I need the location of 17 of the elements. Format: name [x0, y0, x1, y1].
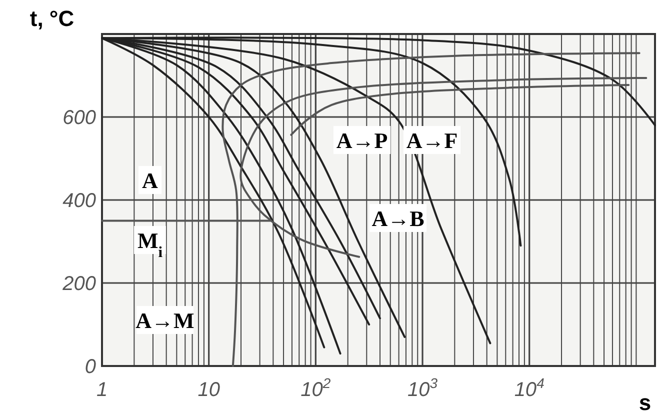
x-tick-label: 10$^{2}$ — [300, 375, 331, 401]
y-tick-label: 400 — [62, 190, 96, 212]
y-axis-title: t, °C — [30, 6, 74, 31]
annotation: A→P — [336, 128, 388, 153]
annotation: A→M — [136, 308, 195, 333]
x-tick-label: 10$^{4}$ — [514, 375, 545, 401]
annotation: A — [142, 168, 158, 193]
y-tick-label: 0 — [84, 356, 96, 378]
y-tick-label: 600 — [62, 107, 96, 129]
x-axis-title: s — [638, 390, 652, 415]
annotation: A→B — [372, 206, 425, 231]
x-tick-label: 10 — [198, 379, 220, 401]
x-tick-label: 1 — [96, 379, 108, 401]
y-tick-label: 200 — [62, 273, 96, 295]
x-tick-label: 10$^{3}$ — [407, 375, 438, 401]
annotation: M$_{i}$ — [137, 228, 164, 260]
annotation: A→F — [406, 128, 458, 153]
